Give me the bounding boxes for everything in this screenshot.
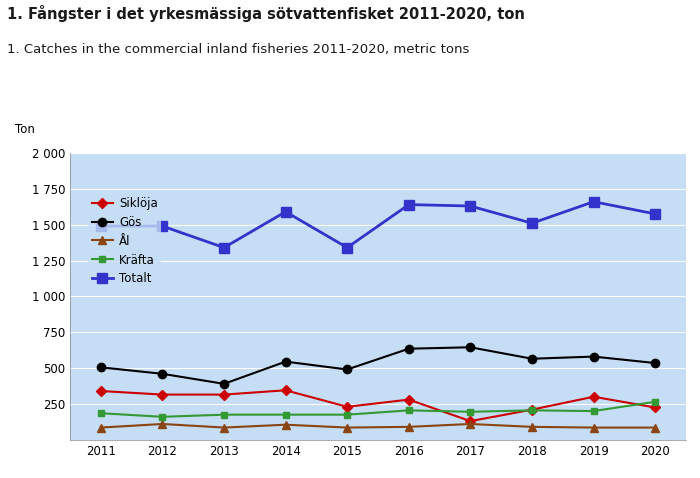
Kräfta <box>281 412 290 418</box>
Gös <box>528 356 536 362</box>
Text: 1. Catches in the commercial inland fisheries 2011-2020, metric tons: 1. Catches in the commercial inland fish… <box>7 43 470 56</box>
Siklöja <box>589 394 598 400</box>
Siklöja <box>97 388 105 394</box>
Totalt <box>281 209 290 215</box>
Totalt <box>466 203 475 209</box>
Line: Totalt: Totalt <box>96 197 660 252</box>
Siklöja <box>281 387 290 393</box>
Siklöja <box>343 404 351 410</box>
Siklöja <box>220 392 228 398</box>
Siklöja <box>466 418 475 424</box>
Totalt <box>528 220 536 226</box>
Siklöja <box>405 397 413 402</box>
Gös <box>589 354 598 359</box>
Gös <box>651 360 659 366</box>
Kräfta <box>528 407 536 413</box>
Siklöja <box>158 392 167 398</box>
Text: Ton: Ton <box>15 123 34 136</box>
Totalt <box>97 223 105 229</box>
Ål <box>651 424 659 430</box>
Totalt <box>589 199 598 205</box>
Line: Siklöja: Siklöja <box>97 387 659 424</box>
Ål <box>589 424 598 430</box>
Ål <box>466 421 475 427</box>
Kräfta <box>158 414 167 420</box>
Gös <box>343 367 351 372</box>
Siklöja <box>528 407 536 413</box>
Ål <box>528 424 536 430</box>
Kräfta <box>589 408 598 414</box>
Totalt <box>405 202 413 207</box>
Kräfta <box>466 409 475 415</box>
Ål <box>97 424 105 430</box>
Kräfta <box>97 410 105 416</box>
Totalt <box>158 223 167 229</box>
Gös <box>220 381 228 387</box>
Gös <box>97 365 105 370</box>
Totalt <box>651 211 659 217</box>
Kräfta <box>343 412 351 418</box>
Gös <box>158 371 167 377</box>
Gös <box>466 345 475 350</box>
Line: Ål: Ål <box>97 420 659 432</box>
Kräfta <box>651 399 659 404</box>
Gös <box>281 358 290 364</box>
Kräfta <box>220 412 228 418</box>
Ål <box>158 421 167 427</box>
Ål <box>220 424 228 430</box>
Ål <box>343 424 351 430</box>
Legend: Siklöja, Gös, Ål, Kräfta, Totalt: Siklöja, Gös, Ål, Kräfta, Totalt <box>88 193 161 289</box>
Text: 1. Fångster i det yrkesmässiga sötvattenfisket 2011-2020, ton: 1. Fångster i det yrkesmässiga sötvatten… <box>7 5 525 22</box>
Line: Gös: Gös <box>97 343 659 388</box>
Totalt <box>343 245 351 250</box>
Siklöja <box>651 404 659 410</box>
Totalt <box>220 245 228 250</box>
Kräfta <box>405 407 413 413</box>
Ål <box>405 424 413 430</box>
Line: Kräfta: Kräfta <box>97 398 659 420</box>
Gös <box>405 346 413 352</box>
Ål <box>281 422 290 428</box>
